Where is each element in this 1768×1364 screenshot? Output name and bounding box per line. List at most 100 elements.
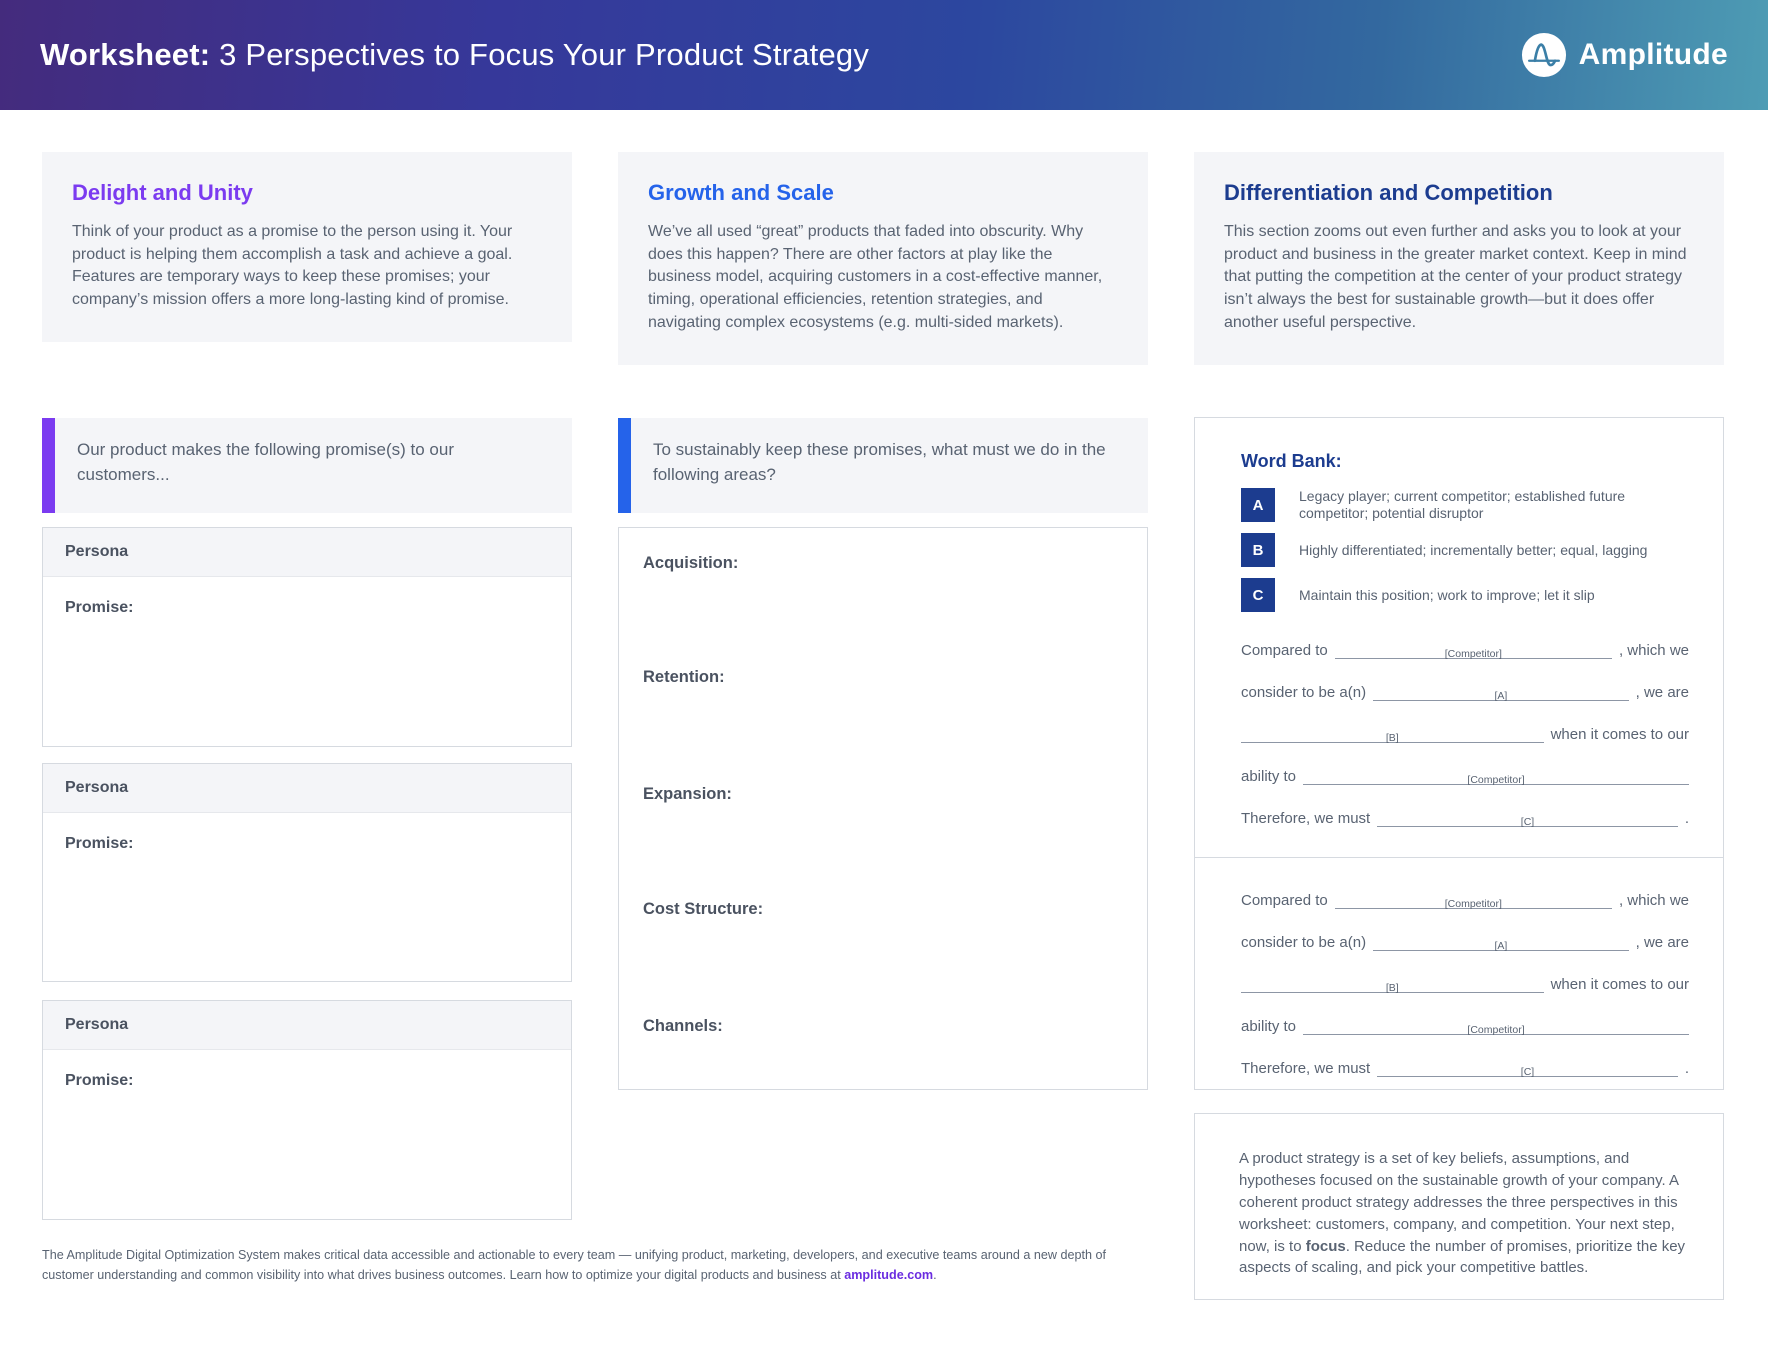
field-cost-structure: Cost Structure: <box>643 900 764 918</box>
fill-in-text: consider to be a(n) <box>1241 934 1367 951</box>
header-banner: Worksheet: 3 Perspectives to Focus Your … <box>0 0 1768 110</box>
field-channels: Channels: <box>643 1017 723 1035</box>
growth-callout: To sustainably keep these promises, what… <box>618 418 1148 513</box>
blank-label: [Competitor] <box>1467 1024 1525 1036</box>
fill-in-text: Therefore, we must <box>1241 1060 1371 1077</box>
blank-label: [B] <box>1385 982 1399 994</box>
fill-in-text: . <box>1684 810 1689 827</box>
blank-label: [C] <box>1520 816 1535 828</box>
fill-in-text: , which we <box>1618 892 1689 909</box>
delight-intro-card: Delight and Unity Think of your product … <box>42 152 572 342</box>
growth-areas-box: Acquisition: Retention: Expansion: Cost … <box>618 527 1148 1090</box>
fill-in-text: , which we <box>1618 642 1689 659</box>
blank-label: [Competitor] <box>1444 898 1502 910</box>
fill-in-line: consider to be a(n) [A] , we are <box>1241 932 1689 952</box>
persona-box-3: Persona Promise: <box>42 1000 572 1220</box>
fill-in-text: when it comes to our <box>1550 976 1689 993</box>
persona-box-1: Persona Promise: <box>42 527 572 747</box>
purple-accent-bar <box>42 418 55 513</box>
fill-in-text: ability to <box>1241 768 1297 785</box>
blue-accent-bar <box>618 418 631 513</box>
fill-in-text: Therefore, we must <box>1241 810 1371 827</box>
column-differentiation-and-competition: Differentiation and Competition This sec… <box>1194 152 1724 1300</box>
fill-in-text: ability to <box>1241 1018 1297 1035</box>
fill-in-line: Compared to [Competitor] , which we <box>1241 640 1689 660</box>
fill-in-line: Therefore, we must [C] . <box>1241 1058 1689 1078</box>
word-bank-text-b: Highly differentiated; incrementally bet… <box>1299 541 1648 558</box>
persona-2-header: Persona <box>43 764 571 813</box>
fill-in-line: [B] when it comes to our <box>1241 974 1689 994</box>
blank-c: [C] <box>1377 813 1678 828</box>
word-bank-text-a: Legacy player; current competitor; estab… <box>1299 488 1626 521</box>
persona-2-promise-label: Promise: <box>65 835 134 852</box>
delight-callout: Our product makes the following promise(… <box>42 418 572 513</box>
growth-title: Growth and Scale <box>648 180 834 205</box>
fill-in-text: , we are <box>1635 934 1689 951</box>
fill-in-text: Compared to <box>1241 892 1328 909</box>
fill-in-text: , we are <box>1635 684 1689 701</box>
delight-title: Delight and Unity <box>72 180 253 205</box>
fill-in-line: [B] when it comes to our <box>1241 724 1689 744</box>
letter-badge-b: B <box>1241 533 1275 567</box>
footer-text: The Amplitude Digital Optimization Syste… <box>42 1248 1107 1282</box>
delight-body: Think of your product as a promise to th… <box>72 223 513 309</box>
fill-in-line: Compared to [Competitor] , which we <box>1241 890 1689 910</box>
fill-in-text: Compared to <box>1241 642 1328 659</box>
persona-1-header: Persona <box>43 528 571 577</box>
blank-competitor: [Competitor] <box>1334 895 1612 910</box>
column-delight-and-unity: Delight and Unity Think of your product … <box>42 152 572 1220</box>
fill-in-text: . <box>1684 1060 1689 1077</box>
persona-1-promise-label: Promise: <box>65 599 134 616</box>
product-strategy-summary-box: A product strategy is a set of key belie… <box>1194 1113 1724 1300</box>
footer-note: The Amplitude Digital Optimization Syste… <box>42 1246 1154 1285</box>
fill-in-line: ability to [Competitor] <box>1241 1016 1689 1036</box>
differentiation-title: Differentiation and Competition <box>1224 180 1553 205</box>
divider <box>1195 857 1723 858</box>
blank-b: [B] <box>1241 729 1544 744</box>
word-bank-item-c: C Maintain this position; work to improv… <box>1241 578 1689 612</box>
word-bank-text-c: Maintain this position; work to improve;… <box>1299 586 1595 603</box>
amplitude-link[interactable]: amplitude.com <box>844 1267 934 1282</box>
page-title: Worksheet: 3 Perspectives to Focus Your … <box>40 37 869 73</box>
letter-badge-c: C <box>1241 578 1275 612</box>
summary-text: A product strategy is a set of key belie… <box>1239 1148 1691 1279</box>
page-title-rest: 3 Perspectives to Focus Your Product Str… <box>210 37 870 72</box>
blank-label: [C] <box>1520 1066 1535 1078</box>
column-growth-and-scale: Growth and Scale We’ve all used “great” … <box>618 152 1148 1090</box>
fill-in-line: ability to [Competitor] <box>1241 766 1689 786</box>
growth-intro-card: Growth and Scale We’ve all used “great” … <box>618 152 1148 365</box>
page-title-bold: Worksheet: <box>40 37 211 72</box>
field-expansion: Expansion: <box>643 785 732 803</box>
blank-label: [A] <box>1494 940 1508 952</box>
blank-a: [A] <box>1373 937 1629 952</box>
blank-label: [B] <box>1385 732 1399 744</box>
persona-3-header: Persona <box>43 1001 571 1050</box>
persona-box-2: Persona Promise: <box>42 763 572 982</box>
blank-a: [A] <box>1373 687 1629 702</box>
field-retention: Retention: <box>643 668 725 686</box>
blank-c: [C] <box>1377 1063 1678 1078</box>
growth-body: We’ve all used “great” products that fad… <box>648 223 1103 331</box>
letter-badge-a: A <box>1241 488 1275 522</box>
fill-in-block-1: Compared to [Competitor] , which we cons… <box>1241 640 1689 828</box>
word-bank-title: Word Bank: <box>1241 451 1342 471</box>
fill-in-text: when it comes to our <box>1550 726 1689 743</box>
persona-3-promise-label: Promise: <box>65 1072 134 1089</box>
summary-post: . Reduce the number of promises, priorit… <box>1239 1237 1686 1277</box>
blank-competitor: [Competitor] <box>1303 1021 1689 1036</box>
growth-callout-text: To sustainably keep these promises, what… <box>653 440 1106 484</box>
fill-in-block-2: Compared to [Competitor] , which we cons… <box>1241 890 1689 1078</box>
word-bank-item-b: B Highly differentiated; incrementally b… <box>1241 533 1689 567</box>
amplitude-logo: Amplitude <box>1521 32 1728 78</box>
delight-callout-text: Our product makes the following promise(… <box>77 440 454 484</box>
field-acquisition: Acquisition: <box>643 554 739 572</box>
blank-label: [A] <box>1494 690 1508 702</box>
fill-in-text: consider to be a(n) <box>1241 684 1367 701</box>
word-bank-item-a: A Legacy player; current competitor; est… <box>1241 488 1689 522</box>
blank-b: [B] <box>1241 979 1544 994</box>
differentiation-intro-card: Differentiation and Competition This sec… <box>1194 152 1724 365</box>
amplitude-wave-icon <box>1521 32 1567 78</box>
word-bank-box: Word Bank: A Legacy player; current comp… <box>1194 417 1724 1090</box>
summary-pre: A product strategy is a set of key belie… <box>1239 1150 1679 1255</box>
